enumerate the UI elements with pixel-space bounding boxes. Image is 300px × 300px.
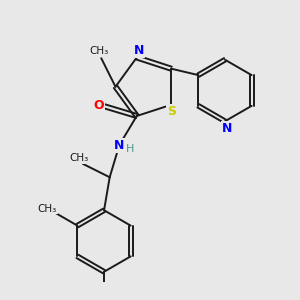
Text: CH₃: CH₃ — [90, 46, 109, 56]
Text: O: O — [94, 99, 104, 112]
Text: H: H — [126, 144, 134, 154]
Text: N: N — [222, 122, 232, 135]
Text: N: N — [134, 44, 144, 57]
Text: CH₃: CH₃ — [70, 153, 89, 163]
Text: N: N — [114, 139, 124, 152]
Text: CH₃: CH₃ — [38, 204, 57, 214]
Text: S: S — [167, 105, 176, 118]
